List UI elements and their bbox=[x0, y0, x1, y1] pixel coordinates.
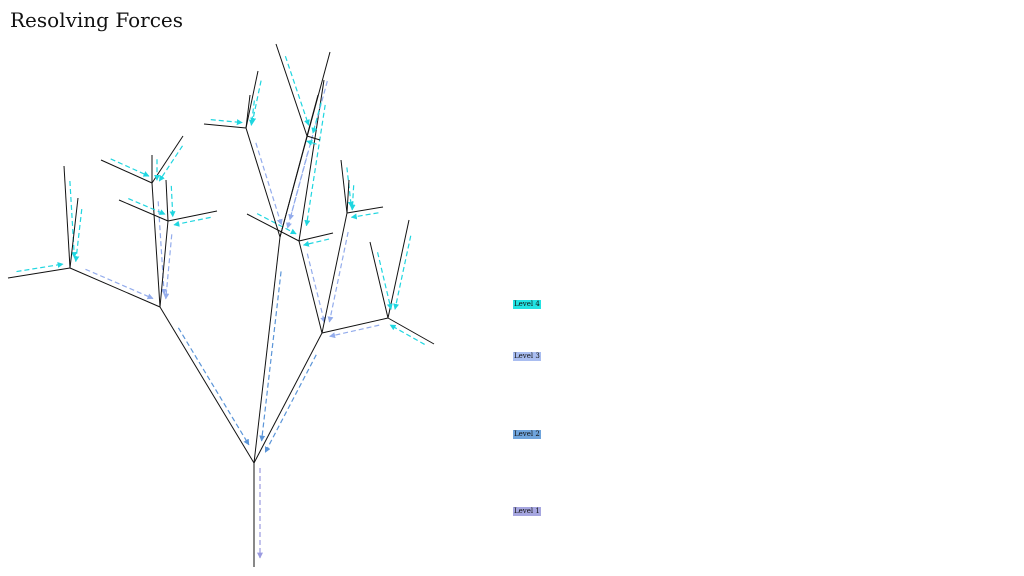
level-label: Level 1 bbox=[513, 507, 541, 516]
branch bbox=[203, 123, 247, 129]
level-label: Level 2 bbox=[513, 430, 541, 439]
branch bbox=[165, 179, 169, 222]
force-arrow bbox=[306, 139, 317, 146]
branch bbox=[69, 267, 161, 308]
branch bbox=[275, 43, 308, 137]
branch bbox=[321, 317, 389, 334]
force-arrow bbox=[349, 185, 356, 211]
branch bbox=[369, 241, 389, 319]
force-arrow bbox=[302, 238, 330, 247]
branch bbox=[246, 213, 300, 242]
branch bbox=[245, 94, 251, 129]
branch bbox=[118, 199, 169, 222]
level-label: Level 4 bbox=[513, 300, 541, 309]
force-arrow bbox=[259, 271, 282, 442]
force-arrow bbox=[177, 327, 250, 446]
branch bbox=[306, 94, 319, 137]
branch bbox=[321, 212, 348, 334]
force-arrow bbox=[157, 201, 167, 295]
branch bbox=[159, 306, 255, 464]
branch bbox=[63, 165, 71, 269]
branch bbox=[298, 240, 323, 334]
page-title: Resolving Forces bbox=[10, 8, 184, 32]
force-arrow bbox=[264, 354, 317, 453]
branch bbox=[69, 197, 79, 269]
force-arrow bbox=[346, 167, 354, 208]
force-arrow bbox=[249, 100, 255, 126]
force-arrow bbox=[250, 80, 262, 124]
force-arrow bbox=[158, 145, 184, 182]
force-arrow bbox=[73, 208, 83, 263]
level-label: Level 3 bbox=[513, 352, 541, 361]
branch bbox=[346, 206, 384, 214]
force-arrow bbox=[173, 216, 211, 227]
force-arrow bbox=[69, 180, 78, 259]
branch bbox=[253, 236, 281, 464]
force-arrow bbox=[110, 158, 150, 177]
branch bbox=[346, 179, 350, 214]
force-arrow bbox=[327, 231, 349, 323]
force-arrow bbox=[393, 235, 412, 310]
force-arrow bbox=[304, 104, 326, 227]
branch bbox=[167, 210, 218, 222]
branch bbox=[7, 267, 71, 279]
force-arrow bbox=[128, 198, 166, 215]
force-arrow bbox=[311, 102, 322, 134]
force-arrow bbox=[329, 324, 380, 339]
branch bbox=[306, 135, 321, 141]
branch bbox=[100, 159, 153, 184]
force-arrow bbox=[376, 252, 393, 310]
force-arrow bbox=[350, 212, 379, 220]
branch bbox=[253, 332, 323, 464]
branch bbox=[279, 51, 331, 238]
force-arrow bbox=[284, 56, 310, 126]
branch bbox=[151, 182, 161, 308]
force-arrow bbox=[210, 119, 243, 126]
branch bbox=[340, 159, 348, 214]
branch bbox=[159, 220, 169, 308]
force-arrow bbox=[169, 185, 176, 218]
force-arrow bbox=[163, 234, 173, 300]
force-arrow bbox=[389, 324, 425, 345]
force-arrow bbox=[255, 142, 283, 226]
force-arrow bbox=[256, 213, 297, 235]
branch bbox=[387, 317, 435, 345]
branch bbox=[245, 127, 281, 238]
branch bbox=[298, 232, 334, 242]
force-arrow bbox=[306, 253, 327, 324]
branch bbox=[387, 219, 410, 319]
force-arrow bbox=[85, 268, 154, 300]
branch bbox=[245, 70, 259, 129]
